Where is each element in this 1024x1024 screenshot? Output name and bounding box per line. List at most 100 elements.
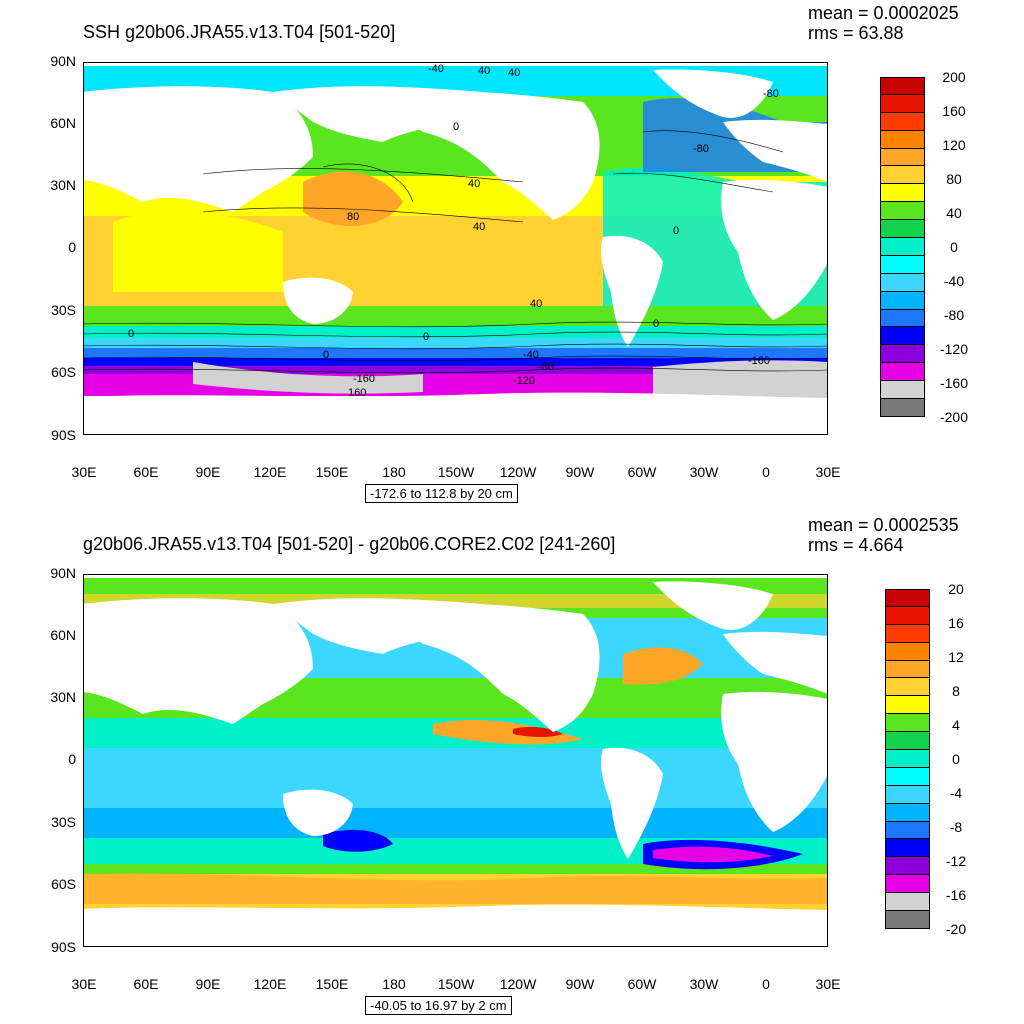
ssh-colorbar — [880, 77, 925, 417]
colorbar-swatch — [885, 911, 930, 929]
colorbar-swatch — [880, 255, 925, 274]
contour-label: 0 — [673, 225, 679, 237]
colorbar-swatch — [885, 732, 930, 751]
lat-label: 60N — [50, 115, 76, 131]
lat-label: 60S — [51, 876, 76, 892]
colorbar-swatch — [885, 642, 930, 661]
contour-label: -40 — [523, 349, 539, 361]
colorbar-swatch — [885, 660, 930, 679]
colorbar-swatch — [885, 875, 930, 894]
colorbar-swatch — [880, 381, 925, 400]
ssh-mean: mean = 0.0002025 — [808, 3, 959, 23]
colorbar-label: 160 — [942, 103, 966, 119]
contour-label: 40 — [478, 65, 490, 77]
colorbar-label: -200 — [939, 409, 969, 426]
colorbar-swatch — [885, 893, 930, 912]
colorbar-label: 8 — [952, 683, 960, 700]
contour-label: 40 — [473, 221, 485, 233]
lat-label: 30S — [51, 814, 76, 830]
contour-label: 80 — [347, 211, 359, 223]
lat-label: 90N — [50, 53, 76, 69]
lat-label: 30S — [51, 302, 76, 318]
colorbar-label: -120 — [939, 341, 969, 358]
colorbar-swatch — [885, 624, 930, 643]
diff-mean: mean = 0.0002535 — [808, 515, 959, 535]
colorbar-swatch — [885, 821, 930, 840]
colorbar-label: 20 — [948, 581, 964, 597]
lon-label: 180 — [382, 976, 406, 992]
lon-label: 90W — [565, 464, 595, 480]
ssh-title: SSH g20b06.JRA55.v13.T04 [501-520] — [83, 22, 396, 42]
diff-stats: mean = 0.0002535 rms = 4.664 — [808, 515, 959, 555]
contour-label: -160 — [353, 373, 375, 385]
colorbar-swatch — [880, 166, 925, 185]
lon-label: 150E — [315, 976, 349, 992]
contour-label: 40 — [508, 67, 520, 79]
lat-label: 60N — [50, 627, 76, 643]
lon-label: 120W — [499, 464, 537, 480]
lat-label: 90S — [51, 427, 76, 443]
colorbar-swatch — [885, 714, 930, 733]
contour-label: -120 — [513, 375, 535, 387]
colorbar-swatch — [885, 589, 930, 607]
colorbar-swatch — [880, 112, 925, 131]
colorbar-swatch — [880, 220, 925, 239]
colorbar-swatch — [880, 273, 925, 292]
ssh-panel: SSH g20b06.JRA55.v13.T04 [501-520] mean … — [50, 3, 969, 503]
contour-label: -40 — [428, 63, 444, 75]
lon-label: 30E — [71, 976, 97, 992]
lon-label: 180 — [382, 464, 406, 480]
ssh-stats: mean = 0.0002025 rms = 63.88 — [808, 3, 959, 43]
lon-label: 120E — [253, 976, 287, 992]
colorbar-label: -8 — [949, 819, 963, 836]
colorbar-swatch — [885, 696, 930, 715]
colorbar-swatch — [880, 148, 925, 167]
colorbar-label: 0 — [950, 239, 958, 256]
contour-label: 40 — [530, 298, 542, 310]
colorbar-label: 120 — [942, 137, 966, 154]
diff-rms: rms = 4.664 — [808, 535, 904, 555]
colorbar-label: -4 — [949, 785, 963, 802]
colorbar-label: -16 — [945, 887, 967, 904]
colorbar-swatch — [880, 363, 925, 382]
colorbar-swatch — [885, 857, 930, 876]
lon-label: 120W — [499, 976, 537, 992]
lat-label: 60S — [51, 364, 76, 380]
lat-label: 0 — [68, 239, 76, 255]
colorbar-label: -20 — [945, 921, 967, 938]
lon-label: 30E — [815, 464, 841, 480]
colorbar-label: -80 — [943, 307, 965, 324]
diff-range-note: -40.05 to 16.97 by 2 cm — [365, 996, 512, 1015]
lat-label: 30N — [50, 177, 76, 193]
contour-label: 40 — [468, 178, 480, 190]
colorbar-swatch — [880, 77, 925, 95]
lon-label: 60W — [627, 464, 657, 480]
colorbar-label: -12 — [945, 853, 967, 870]
diff-map — [83, 574, 828, 947]
colorbar-label: -160 — [939, 375, 969, 392]
contour-label: -80 — [693, 143, 709, 155]
colorbar-label: 0 — [952, 751, 960, 768]
lon-label: 150E — [315, 464, 349, 480]
colorbar-swatch — [880, 94, 925, 113]
colorbar-label: 80 — [946, 171, 962, 188]
contour-label: 0 — [453, 121, 459, 133]
lon-label: 30E — [71, 464, 97, 480]
lon-label: 60W — [627, 976, 657, 992]
lon-label: 60E — [133, 976, 159, 992]
lon-label: 30W — [689, 976, 719, 992]
diff-colorbar — [885, 589, 930, 929]
colorbar-swatch — [880, 291, 925, 310]
lon-label: 90E — [195, 976, 221, 992]
contour-label: 0 — [323, 349, 329, 361]
colorbar-swatch — [880, 399, 925, 417]
contour-label: -160 — [748, 355, 770, 367]
colorbar-label: 40 — [946, 205, 962, 222]
colorbar-swatch — [880, 202, 925, 221]
ssh-map: -40 40 40 0 -80 -80 40 80 40 0 40 0 0 0 … — [83, 62, 828, 435]
colorbar-swatch — [885, 785, 930, 804]
contour-label: 0 — [128, 328, 134, 340]
colorbar-label: 12 — [948, 649, 964, 666]
lon-label: 0 — [762, 464, 770, 480]
colorbar-swatch — [880, 345, 925, 364]
